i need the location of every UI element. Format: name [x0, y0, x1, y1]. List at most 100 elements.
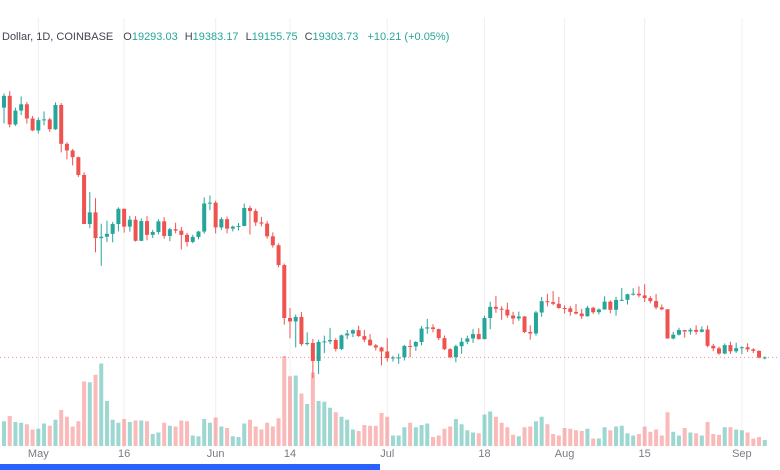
candle-body	[739, 347, 744, 349]
candle-body	[259, 222, 264, 224]
candle-body	[145, 221, 149, 235]
volume-bar	[139, 420, 144, 446]
candle-body	[305, 342, 310, 345]
volume-bar	[476, 433, 481, 446]
candle-body	[425, 327, 430, 329]
symbol-title[interactable]: Dollar, 1D, COINBASE	[2, 31, 114, 43]
candle-body	[139, 221, 144, 241]
candle-body	[654, 301, 659, 308]
candle-body	[76, 157, 81, 175]
candle-body	[442, 338, 447, 350]
candle-body	[190, 236, 195, 242]
volume-bar	[694, 433, 699, 446]
candle-body	[110, 224, 115, 234]
volume-bar	[53, 419, 58, 446]
volume-bar	[734, 429, 739, 446]
volume-bar	[533, 421, 538, 446]
candle-body	[476, 334, 481, 340]
volume-bar	[373, 425, 378, 446]
candle-body	[345, 333, 350, 336]
candle-body	[493, 306, 498, 309]
volume-bar	[545, 424, 550, 446]
time-axis-label: Jun	[207, 448, 225, 460]
candle-body	[368, 339, 373, 346]
candle-body	[551, 302, 556, 304]
volume-bar	[579, 431, 584, 446]
candle-body	[419, 328, 424, 343]
volume-bar	[288, 376, 292, 446]
candle-body	[390, 357, 395, 359]
candle-body	[133, 219, 138, 241]
candle-body	[379, 347, 384, 352]
volume-bar	[202, 419, 207, 446]
candle-body	[150, 231, 155, 235]
volume-bar	[104, 401, 109, 446]
candle-body	[596, 309, 601, 313]
volume-bar	[24, 424, 29, 446]
close-value: 19303.73	[312, 31, 359, 43]
candle-body	[511, 315, 516, 319]
volume-bar	[230, 436, 235, 446]
time-axis-label: Sep	[732, 448, 752, 460]
candle-body	[545, 301, 550, 303]
candle-body	[299, 316, 304, 345]
volume-bar	[608, 430, 613, 446]
volume-bar	[562, 428, 567, 446]
volume-bar	[551, 434, 556, 446]
volume-bar	[659, 435, 664, 446]
candle-body	[402, 345, 407, 358]
candle-body	[659, 307, 664, 310]
volume-bar	[722, 427, 727, 446]
volume-bar	[293, 375, 298, 446]
volume-bar	[36, 428, 41, 446]
candle-body	[288, 317, 292, 322]
volume-bar	[162, 422, 167, 446]
candle-body	[156, 221, 161, 232]
volume-bar	[225, 428, 230, 446]
volume-bar	[676, 435, 681, 446]
candle-body	[431, 327, 435, 330]
candle-body	[185, 234, 190, 242]
time-axis-label: 14	[284, 448, 296, 460]
volume-bar	[419, 425, 424, 446]
candle-body	[242, 207, 247, 226]
volume-bar	[385, 416, 390, 446]
volume-bar	[482, 414, 487, 446]
candle-body	[499, 308, 504, 310]
candle-body	[728, 345, 733, 352]
candle-body	[265, 223, 270, 237]
volume-bar	[70, 426, 75, 446]
volume-bar	[350, 429, 355, 446]
candle-body	[19, 104, 24, 111]
volume-bar	[699, 435, 704, 446]
candle-body	[316, 341, 321, 361]
volume-bar	[310, 372, 315, 446]
volume-bar	[402, 427, 407, 446]
volume-bar	[408, 422, 413, 446]
time-axis-label: 15	[639, 448, 651, 460]
candle-body	[522, 316, 527, 332]
candle-body	[471, 334, 476, 339]
time-axis-label: May	[28, 448, 49, 460]
candle-body	[207, 202, 212, 204]
candle-body	[533, 312, 538, 334]
volume-bar	[339, 416, 344, 446]
volume-bar	[390, 435, 395, 446]
volume-bar	[42, 423, 47, 446]
candle-body	[24, 104, 29, 119]
volume-bar	[636, 434, 641, 446]
volume-bar	[59, 410, 64, 446]
candle-body	[642, 295, 647, 299]
volume-bar	[93, 374, 98, 446]
candle-body	[99, 236, 104, 239]
volume-bar	[739, 430, 744, 446]
candle-body	[36, 120, 41, 131]
open-value: 19293.03	[131, 31, 178, 43]
candle-body	[333, 340, 338, 349]
candle-body	[202, 203, 207, 232]
time-axis-label: 16	[118, 448, 130, 460]
candle-body	[173, 229, 178, 231]
volume-bar	[316, 401, 321, 446]
candle-body	[276, 245, 281, 266]
